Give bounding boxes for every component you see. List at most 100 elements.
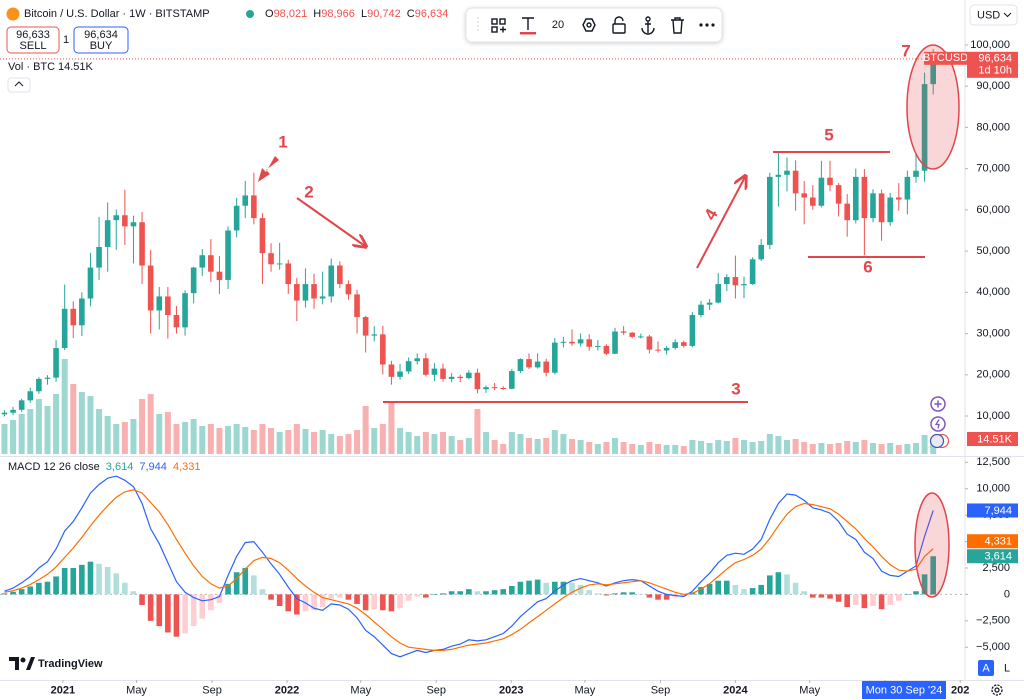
font-size[interactable]: 20 (552, 19, 564, 31)
volume-bar (199, 426, 206, 454)
macd-histogram-bar (319, 594, 326, 608)
candle-body (844, 203, 850, 221)
chevron-icon (1003, 12, 1012, 18)
macd-histogram-bar (397, 594, 403, 609)
volume-bar (35, 399, 42, 454)
volume-bar (371, 428, 378, 454)
candle-body (27, 391, 34, 401)
macd-histogram-bar (526, 580, 532, 595)
macd-histogram-bar (784, 574, 790, 595)
anchor-icon[interactable] (641, 16, 655, 35)
volume-bar (921, 435, 928, 454)
signal-line (4, 489, 934, 651)
annotation-label: 4 (701, 205, 722, 223)
symbol-title[interactable]: Bitcoin / U.S. Dollar · 1W · BITSTAMP (24, 8, 210, 20)
macd-histogram-bar (749, 588, 756, 595)
volume-bar (732, 438, 739, 454)
volume-bar (87, 396, 94, 454)
macd-histogram-bar (629, 592, 636, 595)
sell-label: SELL (20, 40, 47, 52)
macd-histogram-bar (61, 568, 68, 595)
macd-histogram-bar (663, 594, 670, 600)
x-tick-label: May (799, 684, 820, 696)
macd-histogram-bar (500, 589, 507, 595)
volume-bar (465, 438, 472, 454)
auto-scale-button[interactable] (978, 660, 994, 676)
candle-body (852, 176, 859, 221)
buy-label: BUY (90, 40, 113, 52)
candle-body (784, 170, 790, 175)
candle-body (517, 359, 524, 372)
symbol-tag-label: BTCUSD (923, 52, 968, 64)
volume-bar (801, 442, 808, 454)
volume-bar (173, 424, 180, 454)
currency-select[interactable] (969, 4, 1018, 26)
macd-histogram-bar (741, 589, 747, 595)
macd-histogram-bar (724, 580, 730, 595)
event-icon[interactable] (929, 433, 945, 449)
candle-body (715, 284, 722, 303)
candle-body (61, 308, 68, 348)
candle-body (70, 308, 77, 326)
delete-icon[interactable] (671, 17, 684, 34)
y-tick-label: 10,000 (976, 410, 1010, 422)
candle-body (130, 222, 137, 227)
ohlc-key: O (265, 8, 274, 20)
x-tick-label: Sep (651, 684, 671, 696)
candle-body (569, 341, 575, 344)
more-icon[interactable] (699, 23, 715, 27)
candle-body (835, 185, 842, 204)
volume-bar (1, 424, 8, 454)
volume-bar (422, 432, 429, 454)
macd-histogram-bar (818, 594, 825, 598)
log-scale-button[interactable] (999, 660, 1015, 676)
histogram-badge (967, 549, 1018, 564)
candle-body (139, 222, 145, 266)
candle-body (827, 177, 833, 186)
settings-icon[interactable] (991, 684, 1003, 696)
macd-histogram-bar (491, 590, 498, 595)
volume-bar (526, 438, 533, 454)
volume-bar (612, 438, 619, 454)
countdown-label: 1d 10h (978, 65, 1012, 77)
macd-histogram-bar (775, 572, 782, 595)
volume-bar (775, 436, 782, 454)
template-icon[interactable] (491, 18, 506, 33)
collapse-button[interactable] (7, 77, 31, 93)
macd-value: 7,944 (139, 461, 167, 473)
candle-body (595, 345, 601, 347)
macd-histogram-bar (18, 589, 25, 595)
volume-bar (508, 432, 515, 454)
macd-histogram-bar (199, 594, 206, 619)
text-color-icon[interactable] (522, 17, 534, 30)
y-tick-label: 80,000 (976, 121, 1010, 133)
sell-button[interactable] (6, 26, 60, 54)
candle-body (509, 371, 515, 389)
candle-body (775, 174, 782, 177)
chevron-icon (14, 81, 24, 87)
volume-bar (130, 419, 137, 454)
candle-body (122, 215, 128, 227)
symbol-tag (924, 51, 967, 65)
volume-bar (517, 434, 524, 454)
buy-button[interactable] (73, 26, 129, 54)
volume-bar (78, 392, 85, 454)
candle-body (766, 176, 773, 245)
lock-icon[interactable] (612, 16, 626, 34)
macd-histogram-bar (603, 594, 610, 596)
macd-histogram-bar (852, 594, 859, 605)
volume-bar (242, 427, 249, 454)
macd-histogram-bar (294, 594, 300, 615)
macd-histogram-bar (345, 594, 352, 600)
volume-bar (440, 432, 447, 454)
macd-histogram-bar (887, 594, 893, 605)
volume-bar (577, 440, 584, 454)
indicator-icons (929, 396, 950, 449)
candle-body (629, 332, 636, 337)
x-tick-label: May (126, 684, 147, 696)
candle-body (646, 336, 653, 350)
candle-body (861, 176, 868, 219)
style-icon[interactable] (582, 18, 596, 32)
